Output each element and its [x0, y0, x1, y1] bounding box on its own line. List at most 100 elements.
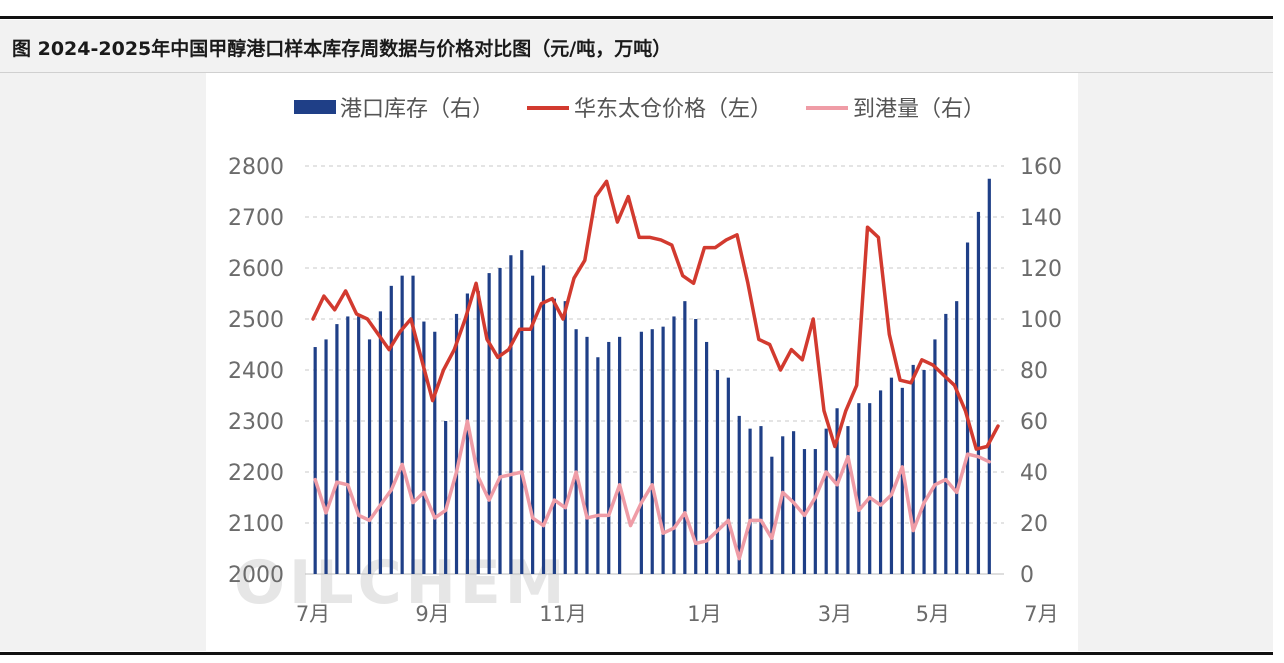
- arrival-line: [313, 419, 992, 561]
- y-left-tick-label: 2500: [228, 308, 284, 333]
- inventory-bars: [313, 178, 991, 574]
- y-right-tick-label: 120: [1020, 257, 1062, 282]
- inventory-bar: [465, 293, 469, 574]
- inventory-bar: [933, 339, 937, 574]
- inventory-bar: [846, 426, 850, 574]
- y-left-tick-label: 2300: [228, 410, 284, 435]
- inventory-bar: [422, 321, 426, 574]
- y-left-tick-label: 2800: [228, 155, 284, 180]
- y-left-tick-label: 2200: [228, 461, 284, 486]
- inventory-bar: [650, 329, 654, 574]
- inventory-bar: [509, 255, 513, 574]
- y-right-tick-label: 40: [1020, 461, 1048, 486]
- figure-title: 图 2024-2025年中国甲醇港口样本库存周数据与价格对比图（元/吨，万吨）: [12, 38, 672, 60]
- y-left-tick-label: 2400: [228, 359, 284, 384]
- inventory-bar: [737, 415, 741, 574]
- inventory-bar: [987, 178, 991, 574]
- y-right-tick-label: 160: [1020, 155, 1062, 180]
- inventory-bar: [498, 268, 502, 574]
- inventory-bar: [705, 341, 709, 574]
- figure-title-bar: 图 2024-2025年中国甲醇港口样本库存周数据与价格对比图（元/吨，万吨）: [0, 20, 1273, 73]
- inventory-bar: [607, 341, 611, 574]
- inventory-bar: [389, 285, 393, 574]
- y-left-tick-label: 2100: [228, 512, 284, 537]
- inventory-bar: [672, 316, 676, 574]
- inventory-bar: [618, 336, 622, 574]
- inventory-bar: [726, 377, 730, 574]
- y-left-tick-label: 2600: [228, 257, 284, 282]
- inventory-bar: [357, 316, 361, 574]
- inventory-bar: [324, 339, 328, 574]
- inventory-bar: [944, 313, 948, 574]
- inventory-bar: [639, 331, 643, 574]
- inventory-bar: [661, 326, 665, 574]
- gridlines: [305, 165, 1004, 575]
- inventory-bar: [487, 273, 491, 574]
- inventory-bar: [444, 421, 448, 574]
- inventory-bar: [770, 456, 774, 574]
- legend-inventory-label: 港口库存（右）: [340, 97, 494, 122]
- inventory-bar: [955, 301, 959, 574]
- inventory-bar: [400, 275, 404, 574]
- y-right-tick-label: 0: [1020, 563, 1034, 588]
- inventory-bar: [857, 403, 861, 574]
- inventory-bar: [378, 311, 383, 574]
- x-tick-label: 7月: [296, 602, 330, 626]
- y-right-tick-label: 60: [1020, 410, 1048, 435]
- x-tick-label: 11月: [539, 602, 587, 626]
- legend: 港口库存（右） 华东太仓价格（左） 到港量（右）: [294, 97, 985, 122]
- y-right-tick-label: 80: [1020, 359, 1048, 384]
- legend-price-label: 华东太仓价格（左）: [574, 97, 772, 122]
- x-tick-label: 3月: [818, 602, 852, 626]
- inventory-bar: [889, 377, 894, 574]
- legend-arrival-label: 到港量（右）: [853, 97, 985, 122]
- inventory-bar: [813, 449, 817, 574]
- x-tick-label: 9月: [415, 602, 449, 626]
- inventory-bar: [552, 298, 556, 574]
- chart-area: OILCHEM 2000 2100 2200 2300 2400 2500 2600 2700…: [206, 73, 1189, 651]
- inventory-bar: [835, 408, 839, 574]
- x-tick-label: 5月: [916, 602, 950, 626]
- y-left-tick-label: 2000: [228, 563, 284, 588]
- inventory-bar: [563, 301, 567, 574]
- inventory-bar: [367, 339, 372, 574]
- inventory-bar: [922, 370, 926, 574]
- inventory-bar: [313, 347, 317, 574]
- y-right-tick-label: 140: [1020, 206, 1062, 231]
- inventory-bar: [574, 329, 578, 574]
- inventory-bar: [683, 301, 687, 574]
- inventory-bar: [748, 428, 752, 574]
- inventory-bar: [694, 319, 698, 574]
- inventory-bar: [454, 313, 459, 574]
- inventory-bar: [335, 324, 339, 574]
- inventory-bar: [585, 336, 589, 574]
- inventory-bar: [541, 265, 546, 574]
- inventory-bar: [878, 390, 883, 574]
- price-line: [311, 179, 1000, 451]
- inventory-bar: [900, 387, 904, 574]
- inventory-bar: [476, 290, 480, 574]
- inventory-bar: [911, 364, 915, 574]
- legend-inventory-swatch: [294, 100, 336, 114]
- inventory-bar: [824, 428, 828, 574]
- y-right-tick-label: 20: [1020, 512, 1048, 537]
- inventory-bar: [346, 316, 350, 574]
- inventory-bar: [531, 275, 535, 574]
- inventory-bar: [433, 331, 437, 574]
- inventory-bar: [759, 426, 763, 574]
- y-right-tick-label: 100: [1020, 308, 1062, 333]
- inventory-bar: [411, 275, 415, 574]
- inventory-bar: [976, 211, 981, 574]
- inventory-bar: [520, 250, 524, 574]
- bottom-rule: [0, 652, 1273, 655]
- y-left-tick-label: 2700: [228, 206, 284, 231]
- inventory-bar: [965, 242, 970, 574]
- chart-svg: OILCHEM 20002100220023002400250026002700…: [228, 97, 1189, 626]
- inventory-bar: [781, 436, 785, 574]
- inventory-bar: [868, 403, 872, 574]
- inventory-bar: [596, 357, 600, 574]
- inventory-bar: [715, 370, 720, 574]
- x-tick-label: 1月: [687, 602, 721, 626]
- top-rule: [0, 16, 1273, 19]
- inventory-bar: [802, 449, 807, 574]
